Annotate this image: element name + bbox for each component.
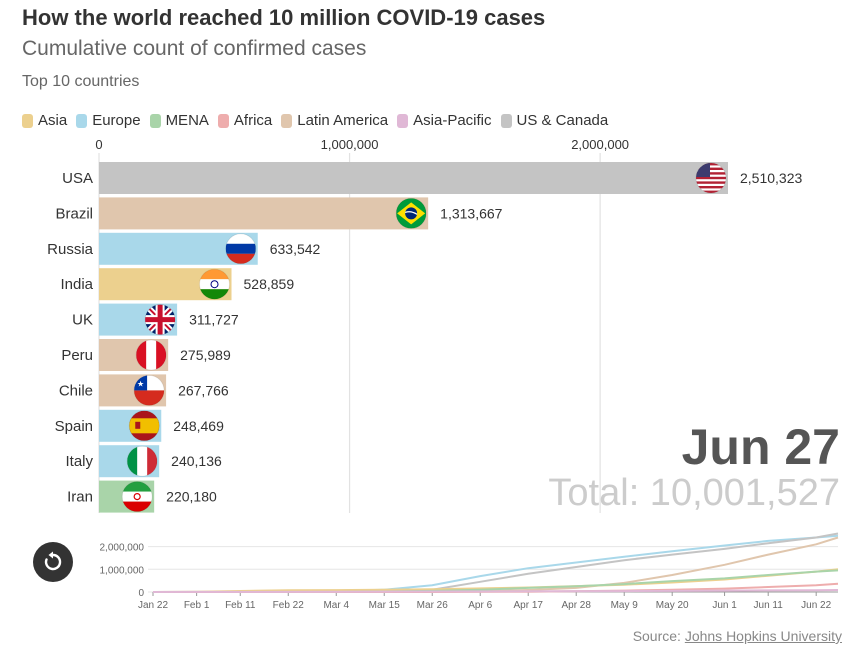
value-label: 633,542 [270,241,321,257]
x-tick-label: Mar 15 [369,600,401,611]
x-tick-label: 1,000,000 [321,137,379,152]
value-label: 2,510,323 [740,170,802,186]
legend-item-asia[interactable]: Asia [22,112,67,129]
y-tick-label: 2,000,000 [100,543,145,554]
value-label: 528,859 [244,276,295,292]
source-prefix: Source: [632,628,685,644]
series-line-asia-pacific [152,589,839,593]
top-n-label: Top 10 countries [22,73,140,90]
value-label: 267,766 [178,382,229,398]
chart-subtitle: Cumulative count of confirmed cases [22,37,367,60]
x-tick-label: Jun 22 [801,600,831,611]
legend-item-europe[interactable]: Europe [76,112,141,129]
legend-label: US & Canada [516,112,609,129]
x-tick-label: Feb 11 [225,600,256,611]
total-cases: Total: 10,001,527 [548,472,840,514]
x-tick-label: Feb 22 [273,600,305,611]
value-label: 1,313,667 [440,205,502,221]
x-tick-label: Jun 1 [712,600,737,611]
legend-label: Europe [92,112,141,129]
y-tick-label: 1,000,000 [100,565,145,576]
legend-item-asia-pacific[interactable]: Asia-Pacific [397,112,492,129]
legend-swatch [76,113,88,128]
series-line-latin-america [152,536,839,593]
legend-label: Latin America [297,112,389,129]
source-link[interactable]: Johns Hopkins University [684,628,842,644]
category-label: USA [62,170,93,187]
x-tick-label: Jan 22 [138,600,168,611]
uk-flag-icon [144,304,176,336]
category-label: Iran [67,489,93,506]
x-tick-label: 2,000,000 [571,137,629,152]
category-label: India [60,276,93,293]
x-tick-label: May 9 [611,600,639,611]
russia-flag-icon [225,233,257,265]
y-tick-label: 0 [138,588,144,599]
x-tick-label: Apr 6 [468,600,492,611]
brazil-flag-icon [395,197,427,229]
us-flag-icon [695,162,727,194]
legend-item-latin-america[interactable]: Latin America [281,112,388,129]
value-label: 248,469 [173,418,224,434]
bar-brazil[interactable] [99,197,429,230]
replay-button[interactable] [33,542,73,582]
source-note: Source: Johns Hopkins University [633,628,842,644]
x-tick-label: Feb 1 [184,600,210,611]
x-tick-label: 0 [95,137,102,152]
legend-item-mena[interactable]: MENA [149,112,209,129]
x-tick-label: Mar 4 [323,600,349,611]
legend-label: Asia-Pacific [413,112,492,129]
legend-swatch [500,113,512,128]
legend-label: Africa [233,112,273,129]
value-label: 240,136 [171,453,222,469]
legend-swatch [22,113,33,128]
category-label: Peru [61,347,93,364]
value-label: 311,727 [189,312,239,328]
category-label: Spain [55,418,93,435]
category-label: Italy [65,453,93,470]
x-tick-label: Mar 26 [417,600,449,611]
category-label: Russia [47,241,94,258]
india-flag-icon [199,268,231,300]
category-label: UK [72,312,93,329]
category-label: Chile [59,382,93,399]
x-tick-label: Apr 28 [561,600,591,611]
legend-label: MENA [165,112,209,129]
legend-swatch [281,113,293,128]
spain-flag-icon [128,410,160,442]
chile-flag-icon [133,374,165,406]
italy-flag-icon [126,445,158,477]
peru-flag-icon [135,339,167,371]
series-line-europe [152,534,839,593]
legend-label: Asia [38,112,68,129]
legend-swatch [397,113,409,128]
legend-swatch [149,113,161,128]
x-tick-label: Jun 11 [754,600,784,611]
category-label: Brazil [55,205,93,222]
iran-flag-icon [121,481,153,513]
replay-icon [44,551,62,571]
value-label: 220,180 [166,489,217,505]
bar-usa[interactable] [99,162,728,194]
current-date: Jun 27 [681,419,840,475]
region-legend: Asia Europe MENA Africa Latin America As… [22,112,608,129]
legend-swatch [217,113,229,128]
value-label: 275,989 [180,347,231,363]
timeline-chart[interactable]: 0 1,000,000 2,000,000 Jan 22 Feb 1 Feb 11 Feb … [0,525,862,620]
chart-title: How the world reached 10 million COVID-1… [22,5,546,30]
legend-item-us-canada[interactable]: US & Canada [500,112,609,129]
legend-item-africa[interactable]: Africa [217,112,273,129]
x-tick-label: May 20 [656,600,689,611]
x-tick-label: Apr 17 [513,600,543,611]
